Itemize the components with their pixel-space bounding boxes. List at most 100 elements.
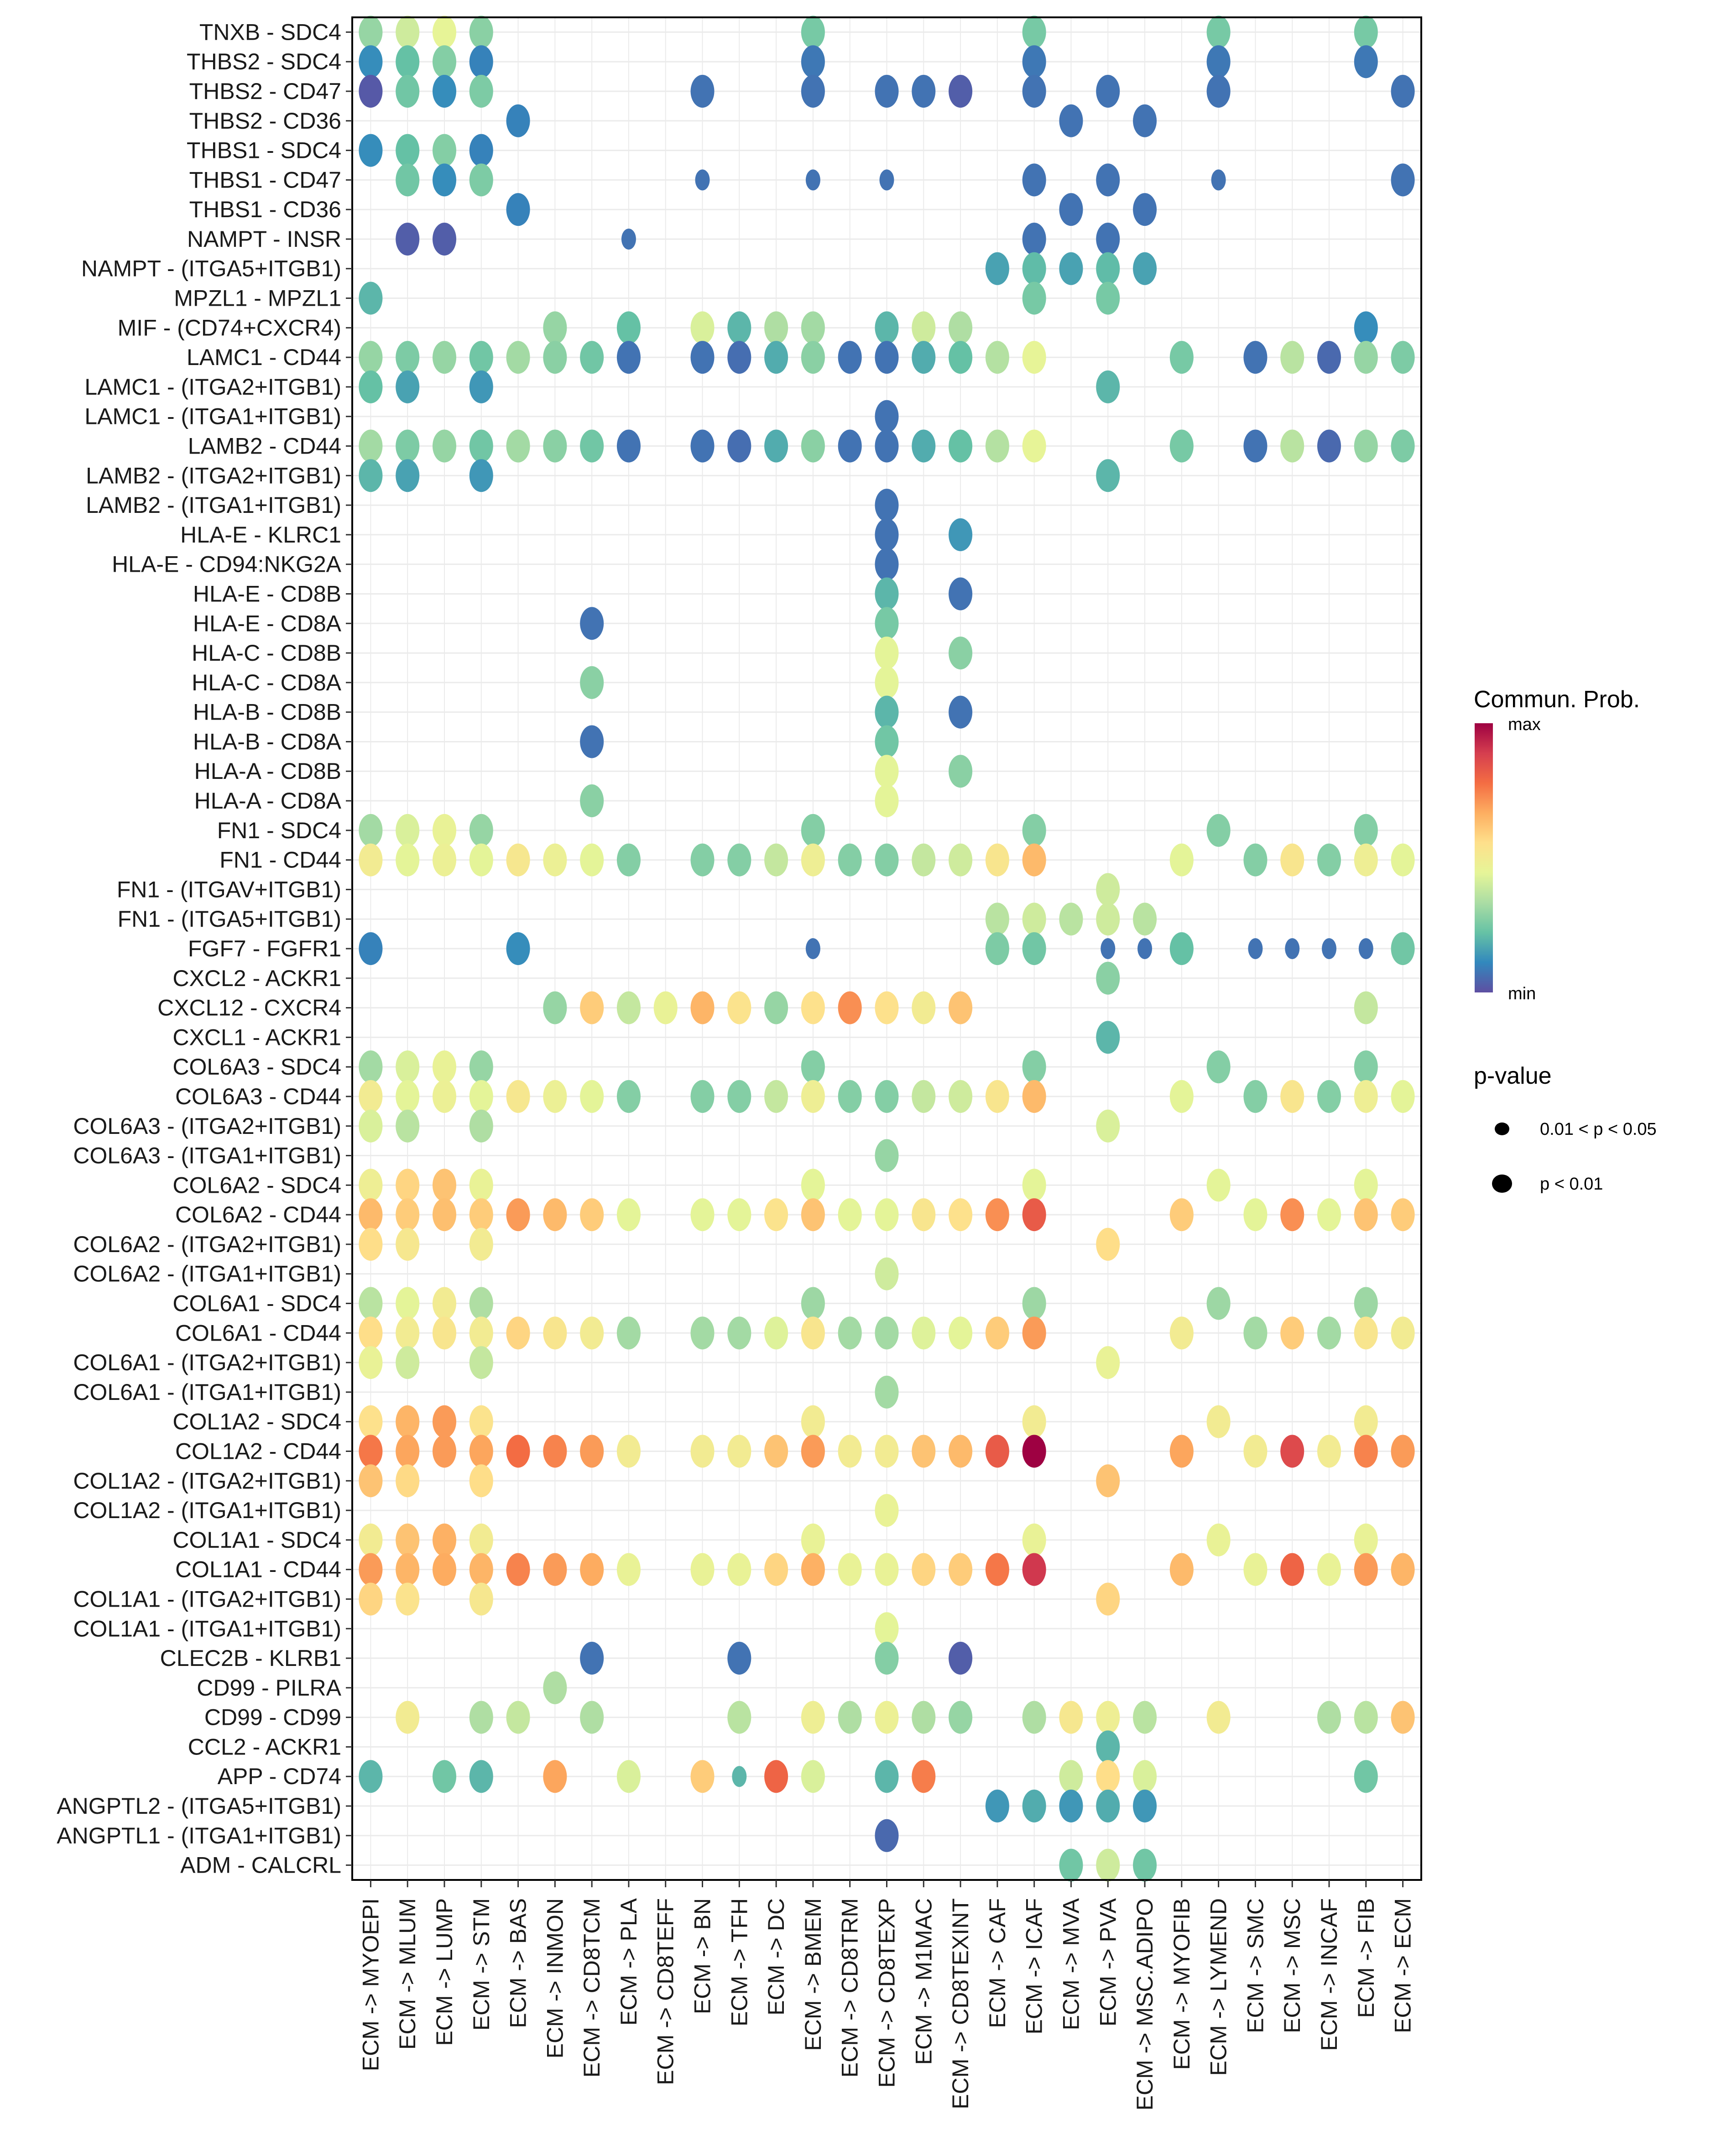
- y-tick-label: THBS2 - CD47: [189, 78, 341, 104]
- data-point: [543, 1760, 567, 1793]
- data-point: [543, 1198, 567, 1232]
- data-points: [359, 16, 1415, 1882]
- data-point: [396, 341, 420, 374]
- data-point: [1354, 1080, 1378, 1113]
- data-point: [1169, 341, 1194, 374]
- legend: Commun. Prob. max min p-value 0.01 < p <…: [1474, 686, 1657, 1194]
- data-point: [396, 1523, 420, 1556]
- data-point: [432, 45, 456, 78]
- data-point: [1391, 1080, 1415, 1113]
- y-tick-label: NAMPT - (ITGA5+ITGB1): [81, 256, 341, 282]
- data-point: [359, 1346, 383, 1379]
- data-point: [1059, 1790, 1083, 1823]
- data-point: [359, 1227, 383, 1261]
- x-tick-label: ECM -> MLUM: [395, 1898, 420, 2050]
- data-point: [949, 1701, 973, 1734]
- colorbar-max-label: max: [1508, 715, 1541, 734]
- x-tick-label: ECM -> MYOEPI: [358, 1898, 383, 2071]
- data-point: [616, 429, 641, 463]
- data-point: [1243, 1435, 1268, 1468]
- data-point: [469, 843, 493, 877]
- data-point: [875, 1435, 899, 1468]
- data-point: [912, 74, 936, 108]
- data-point: [1096, 1227, 1120, 1261]
- y-tick-label: ADM - CALCRL: [180, 1853, 341, 1878]
- data-point: [543, 341, 567, 374]
- data-point: [1243, 1316, 1268, 1350]
- data-point: [469, 814, 493, 847]
- data-point: [469, 1405, 493, 1438]
- data-point: [1285, 938, 1300, 959]
- y-tick-label: THBS2 - CD36: [189, 108, 341, 134]
- data-point: [1022, 1169, 1046, 1202]
- data-point: [432, 163, 456, 197]
- data-point: [616, 341, 641, 374]
- data-point: [359, 370, 383, 403]
- data-point: [727, 429, 751, 463]
- data-point: [543, 429, 567, 463]
- data-point: [432, 1080, 456, 1113]
- data-point: [875, 548, 899, 581]
- data-point: [580, 666, 604, 699]
- y-tick-label: COL1A2 - SDC4: [172, 1409, 341, 1435]
- data-point: [469, 74, 493, 108]
- data-point: [801, 429, 825, 463]
- size-legend-label-large: p < 0.01: [1540, 1175, 1603, 1194]
- data-point: [875, 991, 899, 1024]
- data-point: [1317, 429, 1341, 463]
- data-point: [875, 1257, 899, 1290]
- data-point: [396, 1227, 420, 1261]
- data-point: [469, 1582, 493, 1616]
- data-point: [1022, 1198, 1046, 1232]
- y-tick-label: THBS2 - SDC4: [187, 49, 341, 74]
- data-point: [838, 1316, 862, 1350]
- data-point: [432, 16, 456, 49]
- data-point: [1059, 252, 1083, 285]
- data-point: [396, 459, 420, 492]
- data-point: [764, 843, 788, 877]
- data-point: [580, 341, 604, 374]
- data-point: [764, 1435, 788, 1468]
- data-point: [1211, 169, 1226, 191]
- data-point: [359, 429, 383, 463]
- y-tick-label: COL6A3 - CD44: [175, 1084, 341, 1109]
- data-point: [1354, 1435, 1378, 1468]
- data-point: [1169, 1198, 1194, 1232]
- data-point: [653, 991, 678, 1024]
- data-point: [1280, 1553, 1304, 1586]
- data-point: [1354, 341, 1378, 374]
- colorbar: [1475, 723, 1493, 992]
- x-axis-labels: ECM -> MYOEPI ECM -> MLUM ECM -> LUMP ECM -…: [358, 1880, 1416, 2110]
- data-point: [764, 991, 788, 1024]
- y-tick-label: COL6A3 - (ITGA1+ITGB1): [73, 1143, 341, 1169]
- data-point: [469, 45, 493, 78]
- data-point: [949, 518, 973, 551]
- data-point: [764, 1198, 788, 1232]
- data-point: [1133, 903, 1157, 936]
- data-point: [580, 1316, 604, 1350]
- data-point: [949, 695, 973, 729]
- data-point: [359, 1435, 383, 1468]
- data-point: [949, 1198, 973, 1232]
- y-tick-label: COL1A1 - (ITGA2+ITGB1): [73, 1586, 341, 1612]
- x-tick-label: ECM -> BAS: [506, 1898, 531, 2028]
- data-point: [1096, 1582, 1120, 1616]
- data-point: [1354, 45, 1378, 78]
- data-point: [801, 843, 825, 877]
- data-point: [875, 637, 899, 670]
- data-point: [1022, 814, 1046, 847]
- y-tick-label: HLA-E - KLRC1: [180, 522, 341, 548]
- data-point: [432, 843, 456, 877]
- data-point: [985, 429, 1009, 463]
- data-point: [949, 341, 973, 374]
- data-point: [727, 1553, 751, 1586]
- data-point: [1317, 1553, 1341, 1586]
- data-point: [506, 1701, 530, 1734]
- data-point: [506, 1080, 530, 1113]
- data-point: [838, 843, 862, 877]
- data-point: [1096, 459, 1120, 492]
- y-tick-label: LAMC1 - (ITGA2+ITGB1): [84, 374, 341, 400]
- data-point: [1280, 843, 1304, 877]
- data-point: [875, 1612, 899, 1645]
- data-point: [506, 1553, 530, 1586]
